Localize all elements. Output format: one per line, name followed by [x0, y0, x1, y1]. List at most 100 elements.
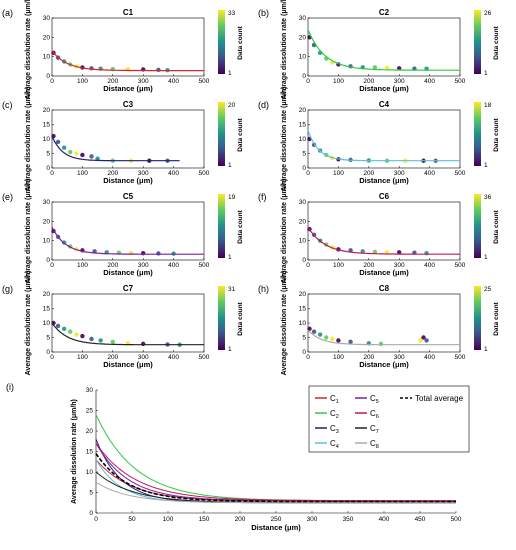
data-point — [397, 66, 402, 71]
panel-c4: (d) C4 0 100 200 300 400 500 0 5 10 15 20 Distance (μ… — [258, 87, 500, 192]
y-tick-label: 0 — [46, 349, 50, 356]
panel-label: (i) — [6, 382, 14, 392]
data-point — [61, 326, 67, 331]
y-tick-label: 0 — [46, 165, 50, 172]
x-tick-label: 500 — [199, 262, 210, 269]
fit-line — [307, 329, 460, 346]
x-tick-label: 300 — [394, 262, 405, 269]
y-tick-label: 30 — [43, 15, 51, 22]
fit-line — [307, 226, 460, 255]
colorbar-min-label: 1 — [484, 70, 488, 77]
colorbar-min-label: 1 — [228, 162, 232, 169]
legend-entry: C2 — [330, 409, 339, 420]
y-tick-label: 10 — [86, 469, 94, 476]
panel-label: (f) — [258, 192, 267, 202]
y-tick-label: 5 — [46, 335, 50, 342]
colorbar-label: Data count — [493, 25, 500, 59]
y-tick-label: 0 — [46, 73, 50, 80]
legend-entry: Total average — [415, 394, 464, 403]
x-tick-label: 100 — [333, 262, 344, 269]
panel-c8: (h) C8 0 100 200 300 400 500 0 5 10 15 20 Distance (μ… — [258, 271, 500, 376]
colorbar — [474, 286, 481, 350]
panel-label: (e) — [2, 192, 13, 202]
x-tick-label: 0 — [50, 354, 54, 361]
y-tick-label: 15 — [43, 122, 51, 129]
y-tick-label: 5 — [46, 151, 50, 158]
colorbar-min-label: 1 — [484, 254, 488, 261]
y-axis-label: Average dissolution rate (μm/h) — [281, 179, 288, 284]
x-tick-label: 200 — [363, 170, 374, 177]
fit-line — [51, 226, 204, 255]
x-tick-label: 0 — [50, 262, 54, 269]
data-point — [110, 339, 116, 345]
x-tick-label: 300 — [138, 262, 149, 269]
y-tick-label: 5 — [302, 335, 306, 342]
data-point — [372, 65, 378, 70]
plot-frame — [307, 17, 461, 77]
x-tick-label: 100 — [77, 78, 88, 85]
data-point — [98, 338, 103, 343]
colorbar-max-label: 18 — [484, 102, 492, 109]
x-tick-label: 0 — [306, 78, 310, 85]
colorbar-label: Data count — [237, 209, 244, 243]
x-tick-label: 400 — [168, 262, 179, 269]
legend-entry: C8 — [370, 439, 379, 450]
x-tick-label: 150 — [199, 516, 210, 523]
colorbar-label: Data count — [237, 301, 244, 335]
colorbar-min-label: 1 — [228, 254, 232, 261]
x-tick-label: 400 — [424, 78, 435, 85]
data-point — [156, 67, 161, 73]
panel-title: C8 — [379, 284, 390, 293]
panel-title: C3 — [123, 100, 134, 109]
panel-c7: (g) C7 0 100 200 300 400 500 0 5 10 15 20 Distance (μ… — [2, 271, 244, 376]
data-point — [397, 250, 402, 255]
colorbar-min-label: 1 — [228, 70, 232, 77]
legend-entry: C7 — [370, 424, 379, 435]
data-point — [418, 338, 423, 343]
y-tick-label: 10 — [43, 238, 51, 245]
y-axis-label: Average dissolution rate (μm/h) — [25, 87, 32, 192]
panel-label: (b) — [258, 8, 269, 18]
data-point — [348, 339, 353, 345]
panel-label: (a) — [2, 8, 13, 18]
x-axis-label: Distance (μm) — [103, 360, 153, 369]
y-tick-label: 10 — [43, 54, 51, 61]
y-tick-label: 20 — [43, 291, 51, 298]
fit-line — [307, 130, 460, 162]
colorbar-max-label: 25 — [484, 286, 492, 293]
data-point — [55, 323, 61, 329]
panel-title: C2 — [379, 8, 390, 17]
colorbar — [218, 194, 225, 258]
colorbar-max-label: 36 — [484, 194, 492, 201]
fit-line — [307, 29, 460, 71]
x-tick-label: 200 — [363, 262, 374, 269]
plot-frame — [51, 201, 205, 261]
x-tick-label: 400 — [424, 262, 435, 269]
plot-frame — [307, 201, 461, 261]
colorbar-min-label: 1 — [484, 346, 488, 353]
x-axis-label: Distance (μm) — [103, 84, 153, 93]
x-tick-label: 0 — [306, 354, 310, 361]
x-tick-label: 100 — [333, 170, 344, 177]
data-point — [68, 149, 73, 155]
fit-line — [51, 135, 180, 162]
data-point — [89, 154, 94, 159]
y-axis-label: Average dissolution rate (μm/h) — [71, 399, 78, 504]
x-axis-label: Distance (μm) — [251, 523, 301, 532]
x-tick-label: 100 — [333, 78, 344, 85]
colorbar-label: Data count — [237, 25, 244, 59]
data-point — [156, 251, 161, 256]
x-tick-label: 500 — [455, 170, 466, 177]
plot-frame — [51, 17, 205, 77]
x-tick-label: 300 — [394, 78, 405, 85]
x-tick-label: 300 — [138, 354, 149, 361]
data-point — [74, 332, 79, 337]
data-point — [324, 335, 329, 340]
colorbar-label: Data count — [493, 301, 500, 335]
y-axis-label: Average dissolution rate (μm/h) — [25, 271, 32, 376]
x-tick-label: 0 — [50, 170, 54, 177]
data-point — [384, 65, 390, 71]
legend-entry: C5 — [370, 394, 379, 405]
panel-label: (h) — [258, 284, 269, 294]
